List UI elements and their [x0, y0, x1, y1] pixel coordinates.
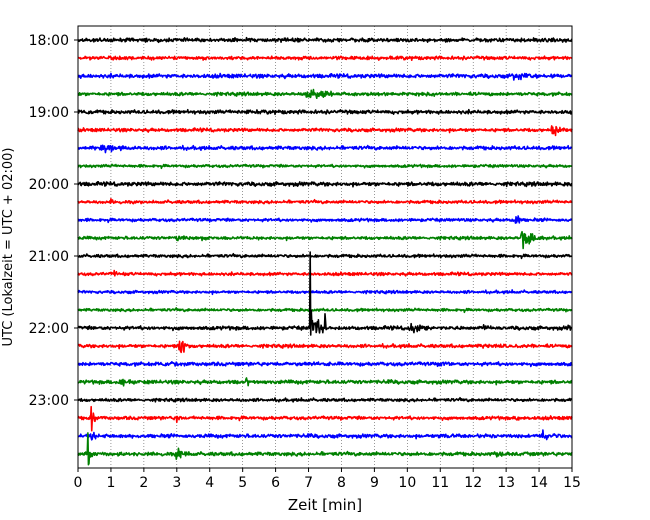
trace-2015: [77, 197, 573, 205]
trace-1915: [77, 125, 573, 137]
trace-1930: [77, 144, 573, 154]
trace-2200: [77, 251, 573, 336]
x-tick-label: 9: [370, 475, 379, 491]
trace-2115: [77, 269, 573, 277]
y-tick-label: 22:00: [29, 321, 69, 337]
trace-1900: [77, 108, 573, 116]
trace-1845: [77, 88, 573, 100]
trace-2230: [77, 360, 573, 368]
trace-2130: [77, 289, 573, 296]
y-tick-label: 19:00: [29, 105, 69, 121]
x-tick-label: 3: [172, 475, 181, 491]
x-tick-label: 7: [304, 475, 313, 491]
trace-2245: [77, 377, 573, 387]
x-tick-label: 4: [205, 475, 214, 491]
trace-2000: [77, 180, 573, 188]
x-tick-label: 0: [74, 475, 83, 491]
x-tick-label: 2: [139, 475, 148, 491]
y-tick-label: 18:00: [29, 33, 69, 49]
x-tick-label: 12: [464, 475, 482, 491]
x-tick-label: 10: [398, 475, 416, 491]
trace-2345: [77, 432, 573, 466]
trace-2030: [77, 215, 573, 224]
trace-2145: [77, 307, 573, 314]
x-tick-label: 13: [497, 475, 515, 491]
x-tick-label: 5: [238, 475, 247, 491]
x-tick-label: 15: [563, 475, 581, 491]
y-tick-label: 23:00: [29, 393, 69, 409]
x-tick-label: 14: [530, 475, 548, 491]
x-axis-label: Zeit [min]: [288, 496, 362, 514]
trace-1945: [77, 163, 573, 170]
x-axis-ticks: 0 1 2 3 4 5 6 7 8 9 10 11 12 13 14 15: [74, 468, 581, 491]
trace-1815: [77, 55, 573, 62]
y-tick-label: 20:00: [29, 177, 69, 193]
trace-2215: [77, 340, 573, 354]
y-axis-ticks: 18:00 19:00 20:00 21:00 22:00 23:00: [29, 33, 78, 409]
trace-2045: [77, 230, 573, 250]
trace-2330: [77, 429, 573, 441]
x-tick-label: 1: [106, 475, 115, 491]
x-tick-label: 8: [337, 475, 346, 491]
trace-1830: [77, 72, 573, 81]
x-tick-label: 11: [431, 475, 449, 491]
trace-2100: [77, 252, 573, 260]
traces: [77, 36, 573, 466]
trace-2315: [77, 405, 573, 432]
plot-frame: [77, 25, 573, 469]
x-tick-label: 6: [271, 475, 280, 491]
trace-1800: [77, 36, 573, 44]
trace-2300: [77, 396, 573, 403]
y-axis-label: UTC (Lokalzeit = UTC + 02:00): [1, 148, 16, 347]
y-tick-label: 21:00: [29, 249, 69, 265]
